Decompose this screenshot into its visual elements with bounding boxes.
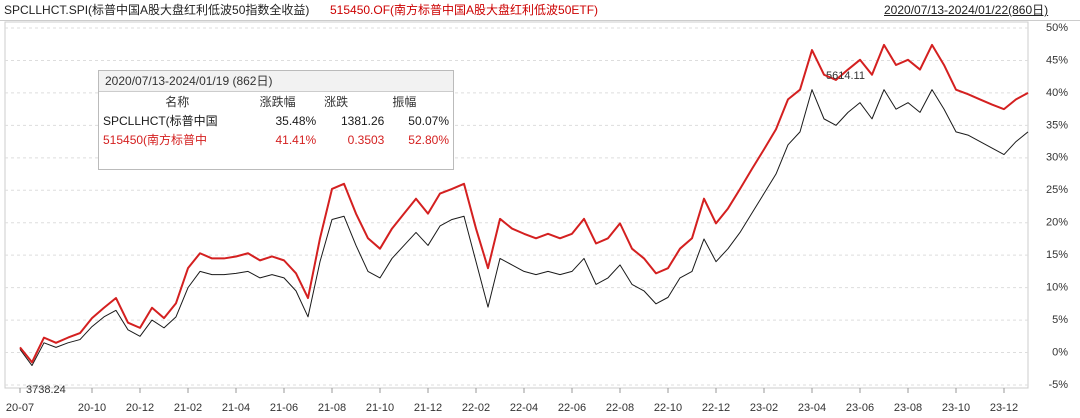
y-tick-label: 40%	[1046, 87, 1068, 99]
plot-frame	[4, 21, 1029, 389]
x-tick-label: 22-06	[558, 402, 586, 414]
summary-box: 2020/07/13-2024/01/19 (862日) 名称 涨跌幅 涨跌 振幅 SP…	[98, 70, 454, 170]
summary-title: 2020/07/13-2024/01/19 (862日)	[99, 71, 453, 92]
column-header: 涨跌幅	[259, 95, 296, 109]
x-tick-label: 20-12	[126, 402, 154, 414]
y-tick-label: -5%	[1048, 379, 1068, 391]
summary-table: 名称 涨跌幅 涨跌 振幅 SPCLLHCT(标普中国 35.48% 1381.26 50.07…	[99, 92, 453, 149]
y-tick-label: 15%	[1046, 249, 1068, 261]
y-tick-label: 50%	[1046, 22, 1068, 34]
x-tick-label: 22-10	[654, 402, 682, 414]
x-tick-label: 23-12	[990, 402, 1018, 414]
y-tick-label: 45%	[1046, 54, 1068, 66]
y-tick-label: 35%	[1046, 119, 1068, 131]
x-tick-label: 22-12	[702, 402, 730, 414]
x-tick-label: 20-10	[78, 402, 106, 414]
x-tick-label: 21-10	[366, 402, 394, 414]
x-tick-label: 22-08	[606, 402, 634, 414]
series-line	[19, 43, 1029, 364]
summary-cell: 50.07%	[408, 113, 449, 128]
title-right[interactable]: 2020/07/13-2024/01/22(860日)	[884, 3, 1049, 17]
column-header: 涨跌	[324, 95, 349, 109]
summary-cell: 41.41%	[275, 132, 317, 147]
summary-cell: 52.80%	[408, 132, 449, 147]
series-line	[19, 89, 1029, 367]
x-tick-label: 23-04	[798, 402, 826, 414]
x-tick-label: 21-08	[318, 402, 346, 414]
summary-cell: 35.48%	[275, 113, 317, 128]
x-tick-label: 23-08	[894, 402, 922, 414]
y-tick-label: 30%	[1046, 152, 1068, 164]
y-tick-label: 0%	[1052, 346, 1068, 358]
x-tick-label: 22-04	[510, 402, 538, 414]
column-header: 名称	[165, 95, 190, 109]
x-tick-label: 22-02	[462, 402, 490, 414]
y-tick-label: 5%	[1052, 314, 1068, 326]
y-tick-label: 10%	[1046, 282, 1068, 294]
column-header: 振幅	[392, 95, 417, 109]
x-tick-label: 21-06	[270, 402, 298, 414]
title-left: SPCLLHCT.SPI(标普中国A股大盘红利低波50指数全收益)	[4, 3, 310, 17]
header: SPCLLHCT.SPI(标普中国A股大盘红利低波50指数全收益) 515450…	[0, 0, 1080, 21]
x-tick-label: 23-02	[750, 402, 778, 414]
summary-cell: 515450(南方标普中	[103, 133, 208, 147]
y-tick-label: 20%	[1046, 217, 1068, 229]
x-tick-label: 21-02	[174, 402, 202, 414]
title-mid: 515450.OF(南方标普中国A股大盘红利低波50ETF)	[330, 3, 599, 17]
x-tick-label: 20-07	[6, 402, 34, 414]
summary-row: 515450(南方标普中 41.41% 0.3503 52.80%	[99, 130, 453, 149]
annotation: 3738.24	[26, 384, 66, 396]
x-tick-label: 23-06	[846, 402, 874, 414]
summary-cell: 0.3503	[347, 132, 385, 147]
summary-row: SPCLLHCT(标普中国 35.48% 1381.26 50.07%	[99, 111, 453, 130]
x-tick-label: 23-10	[942, 402, 970, 414]
summary-header-row: 名称 涨跌幅 涨跌 振幅	[99, 92, 453, 111]
y-tick-label: 25%	[1046, 184, 1068, 196]
summary-cell: 1381.26	[340, 113, 385, 128]
x-tick-label: 21-12	[414, 402, 442, 414]
x-tick-label: 21-04	[222, 402, 250, 414]
summary-cell: SPCLLHCT(标普中国	[103, 114, 218, 128]
annotation: 5614.11	[826, 70, 865, 82]
